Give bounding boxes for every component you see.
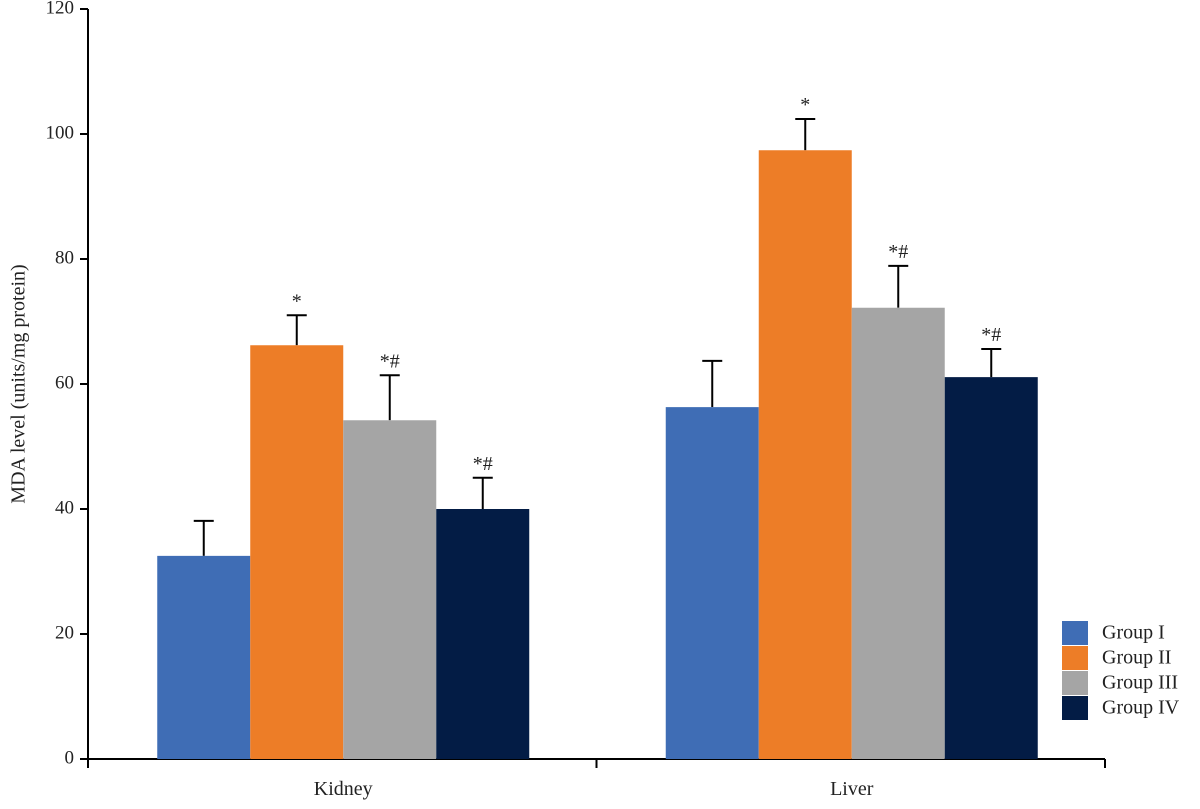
bar — [758, 150, 852, 759]
legend-swatch — [1062, 621, 1088, 645]
bar — [944, 377, 1038, 759]
y-tick-label: 0 — [65, 747, 75, 768]
legend-label: Group III — [1102, 672, 1178, 694]
significance-label: * — [800, 94, 810, 116]
bar — [665, 407, 759, 759]
y-tick-label: 80 — [55, 247, 74, 268]
bar — [343, 420, 437, 759]
y-tick-label: 20 — [55, 622, 74, 643]
x-tick-label: Liver — [830, 778, 874, 800]
significance-label: * — [292, 290, 302, 312]
bar — [157, 555, 251, 759]
significance-label: *# — [981, 324, 1001, 346]
legend-label: Group I — [1102, 622, 1165, 644]
legend-label: Group IV — [1102, 697, 1180, 719]
y-axis-label: MDA level (units/mg protein) — [8, 264, 30, 503]
significance-label: *# — [380, 350, 400, 372]
y-tick-label: 40 — [55, 497, 74, 518]
legend: Group I Group II Group III Group IV — [1062, 621, 1180, 720]
bar — [436, 509, 530, 759]
bar — [250, 345, 344, 759]
y-tick-label: 100 — [46, 122, 75, 143]
x-tick-label: Kidney — [314, 778, 373, 800]
bars: * *# *# * *# *# — [157, 94, 1038, 759]
y-tick-label: 60 — [55, 372, 74, 393]
significance-label: *# — [473, 453, 493, 475]
y-tick-label: 120 — [46, 0, 75, 18]
bar — [851, 307, 945, 759]
legend-swatch — [1062, 671, 1088, 695]
legend-label: Group II — [1102, 647, 1171, 669]
legend-swatch — [1062, 646, 1088, 670]
significance-label: *# — [888, 241, 908, 263]
legend-swatch — [1062, 696, 1088, 720]
